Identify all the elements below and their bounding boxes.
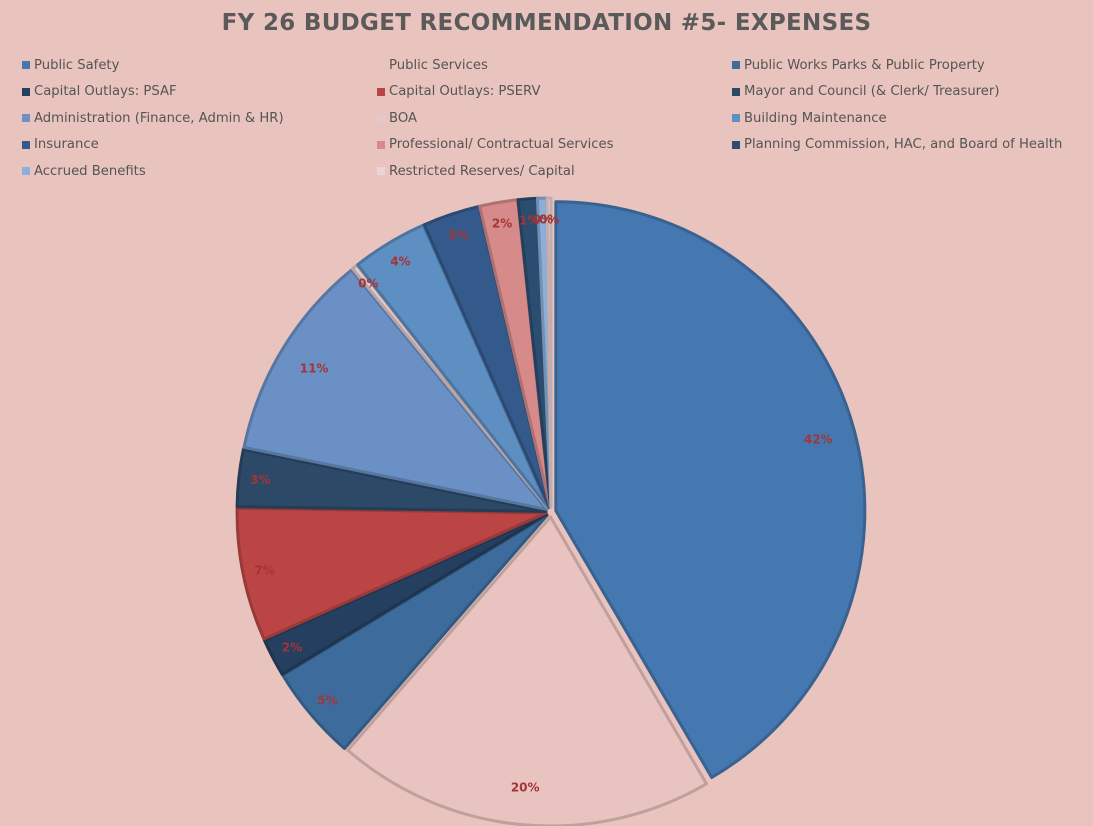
- legend-label: Insurance: [34, 137, 99, 153]
- legend-swatch: [377, 140, 385, 149]
- legend-item: Professional/ Contractual Services: [377, 135, 614, 155]
- pie-slice: [554, 200, 867, 779]
- legend-swatch: [377, 61, 385, 69]
- legend-swatch: [22, 167, 30, 176]
- legend-label: Professional/ Contractual Services: [389, 137, 614, 153]
- slice-data-label: 2%: [492, 217, 512, 231]
- legend-swatch: [377, 167, 385, 176]
- legend-label: Capital Outlays: PSAF: [34, 84, 177, 100]
- legend-label: Building Maintenance: [744, 110, 887, 126]
- legend-item: Public Services: [377, 55, 488, 75]
- legend-item: Planning Commission, HAC, and Board of H…: [732, 135, 1062, 155]
- pie-slice: [235, 447, 548, 513]
- legend-label: Public Safety: [34, 57, 120, 73]
- pie-slice: [242, 268, 549, 511]
- legend-item: Capital Outlays: PSERV: [377, 82, 541, 102]
- slice-data-label: 0%: [358, 277, 378, 291]
- legend-label: Mayor and Council (& Clerk/ Treasurer): [744, 84, 1000, 100]
- legend-swatch: [732, 87, 740, 96]
- slice-data-label: 42%: [804, 433, 833, 447]
- legend-item: Capital Outlays: PSAF: [22, 82, 177, 102]
- legend-item: Public Safety: [22, 55, 119, 75]
- legend-item: Insurance: [22, 135, 99, 155]
- legend-item: Mayor and Council (& Clerk/ Treasurer): [732, 82, 1000, 102]
- pie-slice: [545, 196, 553, 509]
- legend-item: Accrued Benefits: [22, 161, 146, 181]
- legend-item: Administration (Finance, Admin & HR): [22, 108, 284, 128]
- legend-swatch: [377, 87, 385, 96]
- legend-item: Restricted Reserves/ Capital: [377, 161, 575, 181]
- legend-label: BOA: [389, 110, 417, 126]
- slice-data-label: 1%: [519, 213, 539, 227]
- slice-data-label: 11%: [300, 362, 329, 376]
- legend-label: Public Services: [389, 57, 488, 73]
- legend-item: Building Maintenance: [732, 108, 887, 128]
- legend-label: Public Works Parks & Public Property: [744, 57, 985, 73]
- pie-slice: [346, 515, 708, 826]
- legend-label: Capital Outlays: PSERV: [389, 84, 541, 100]
- legend-swatch: [732, 61, 740, 69]
- slice-data-label: 0%: [533, 213, 553, 227]
- legend-swatch: [732, 140, 740, 149]
- pie-slice: [235, 506, 548, 641]
- slice-data-label: 3%: [250, 473, 270, 487]
- slice-data-label: 7%: [254, 564, 274, 578]
- legend-swatch: [22, 140, 30, 149]
- legend-label: Administration (Finance, Admin & HR): [34, 110, 284, 126]
- legend-swatch: [22, 87, 30, 96]
- legend-swatch: [22, 61, 30, 69]
- legend-swatch: [22, 114, 30, 123]
- slice-data-label: 5%: [317, 693, 337, 707]
- legend-label: Accrued Benefits: [34, 163, 146, 179]
- slice-data-label: 0%: [539, 213, 559, 227]
- slice-data-label: 20%: [511, 781, 540, 795]
- legend-swatch: [732, 114, 740, 123]
- legend-item: Public Works Parks & Public Property: [732, 55, 985, 75]
- legend-label: Planning Commission, HAC, and Board of H…: [744, 137, 1063, 153]
- legend-swatch: [377, 114, 385, 123]
- legend-item: BOA: [377, 108, 417, 128]
- slice-data-label: 3%: [448, 228, 468, 242]
- slice-data-label: 2%: [282, 641, 302, 655]
- legend-label: Restricted Reserves/ Capital: [389, 163, 575, 179]
- chart-title: FY 26 BUDGET RECOMMENDATION #5- EXPENSES: [221, 10, 872, 36]
- slice-data-label: 4%: [390, 254, 410, 268]
